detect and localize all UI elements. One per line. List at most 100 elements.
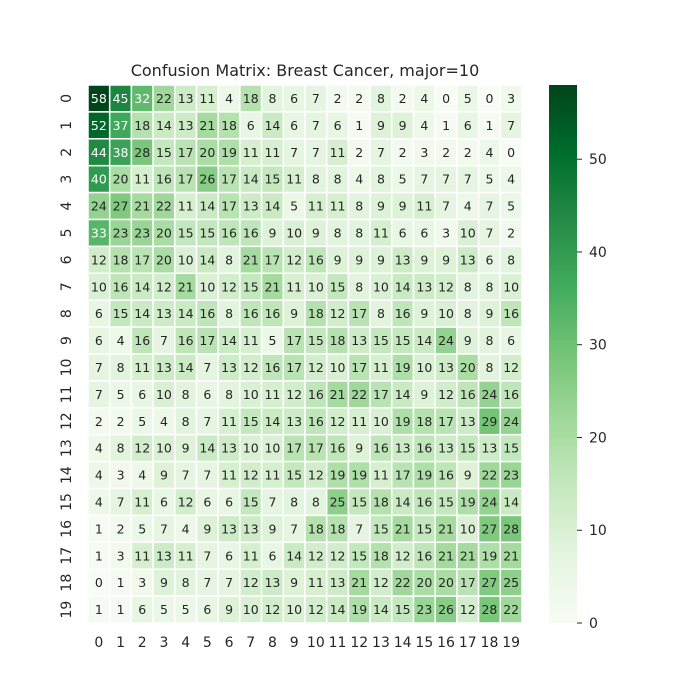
cell-value-label: 6 — [334, 118, 342, 133]
cell-value-label: 5 — [464, 91, 472, 106]
cell-value-label: 6 — [138, 387, 146, 402]
cell-value-label: 10 — [178, 252, 194, 267]
x-tick-label: 14 — [394, 635, 412, 651]
cell-value-label: 11 — [221, 468, 237, 483]
cell-value-label: 4 — [95, 468, 103, 483]
cell-value-label: 11 — [416, 199, 432, 214]
cell-value-label: 9 — [160, 575, 168, 590]
cell-value-label: 12 — [438, 387, 454, 402]
cell-value-label: 9 — [355, 252, 363, 267]
x-tick-label: 10 — [307, 635, 325, 651]
x-tick-label: 8 — [268, 635, 277, 651]
cell-value-label: 13 — [178, 91, 194, 106]
cell-value-label: 5 — [290, 199, 298, 214]
cell-value-label: 11 — [199, 91, 215, 106]
cell-value-label: 58 — [91, 91, 107, 106]
cell-value-label: 13 — [156, 360, 172, 375]
cell-value-label: 1 — [95, 602, 103, 617]
cell-value-label: 7 — [377, 145, 385, 160]
cell-value-label: 13 — [438, 441, 454, 456]
cell-value-label: 10 — [264, 441, 280, 456]
cell-value-label: 28 — [503, 521, 519, 536]
cell-value-label: 17 — [308, 441, 324, 456]
cell-value-label: 14 — [286, 548, 302, 563]
cell-value-label: 19 — [460, 494, 476, 509]
cell-value-label: 2 — [399, 145, 407, 160]
cell-value-label: 28 — [481, 602, 497, 617]
cell-value-label: 17 — [373, 387, 389, 402]
cell-value-label: 13 — [460, 252, 476, 267]
cell-value-label: 16 — [199, 306, 215, 321]
cell-value-label: 19 — [351, 602, 367, 617]
y-tick-label: 19 — [59, 601, 75, 619]
cell-value-label: 4 — [117, 333, 125, 348]
cell-value-label: 10 — [286, 225, 302, 240]
cell-value-label: 17 — [178, 172, 194, 187]
y-tick-label: 15 — [59, 493, 75, 511]
cell-value-label: 10 — [373, 279, 389, 294]
cell-value-label: 8 — [507, 252, 515, 267]
cell-value-label: 8 — [355, 199, 363, 214]
cell-value-label: 12 — [308, 602, 324, 617]
cell-value-label: 9 — [377, 252, 385, 267]
cell-value-label: 19 — [395, 360, 411, 375]
cell-value-label: 7 — [290, 145, 298, 160]
cell-value-label: 21 — [178, 279, 194, 294]
cell-value-label: 2 — [507, 225, 515, 240]
cell-value-label: 1 — [442, 118, 450, 133]
cell-value-label: 6 — [290, 118, 298, 133]
cell-value-label: 4 — [420, 91, 428, 106]
cell-value-label: 20 — [113, 172, 129, 187]
cell-value-label: 1 — [117, 575, 125, 590]
cell-value-label: 3 — [117, 548, 125, 563]
cell-value-label: 6 — [268, 548, 276, 563]
cell-value-label: 8 — [117, 360, 125, 375]
cell-value-label: 15 — [503, 441, 519, 456]
cell-value-label: 22 — [156, 199, 172, 214]
cell-value-label: 26 — [199, 172, 215, 187]
cell-value-label: 14 — [264, 199, 280, 214]
cell-value-label: 7 — [225, 575, 233, 590]
cell-value-label: 2 — [334, 91, 342, 106]
x-tick-label: 19 — [502, 635, 520, 651]
cell-value-label: 21 — [460, 548, 476, 563]
cell-value-label: 14 — [199, 252, 215, 267]
cell-value-label: 13 — [416, 279, 432, 294]
x-axis-ticks: 0 1 2 3 4 5 6 7 8 9 10 11 12 13 14 15 16 17 18 19 — [94, 635, 520, 651]
cell-value-label: 13 — [156, 306, 172, 321]
cell-value-label: 21 — [438, 548, 454, 563]
cell-value-label: 15 — [351, 548, 367, 563]
cell-value-label: 12 — [330, 414, 346, 429]
cell-value-label: 11 — [373, 225, 389, 240]
cell-value-label: 16 — [308, 252, 324, 267]
cell-value-label: 9 — [464, 333, 472, 348]
cell-value-label: 4 — [225, 91, 233, 106]
cell-value-label: 4 — [507, 172, 515, 187]
cell-value-label: 8 — [377, 306, 385, 321]
cell-value-label: 7 — [203, 468, 211, 483]
cell-value-label: 10 — [416, 360, 432, 375]
cell-value-label: 5 — [160, 602, 168, 617]
cell-value-label: 16 — [308, 387, 324, 402]
y-tick-label: 2 — [59, 148, 75, 157]
cell-value-label: 6 — [95, 306, 103, 321]
cell-value-label: 15 — [460, 441, 476, 456]
cell-value-label: 12 — [438, 279, 454, 294]
cell-value-label: 6 — [420, 225, 428, 240]
cell-value-label: 5 — [268, 333, 276, 348]
cell-value-label: 13 — [395, 441, 411, 456]
y-tick-label: 16 — [59, 520, 75, 538]
colorbar-tick-label: 0 — [589, 616, 598, 632]
cell-value-label: 11 — [308, 199, 324, 214]
cell-value-label: 13 — [481, 441, 497, 456]
y-tick-label: 9 — [59, 336, 75, 345]
cell-value-label: 16 — [503, 387, 519, 402]
cell-value-label: 24 — [481, 494, 497, 509]
cell-value-label: 7 — [355, 521, 363, 536]
cell-value-label: 11 — [178, 548, 194, 563]
cell-value-label: 13 — [330, 575, 346, 590]
cell-value-label: 9 — [203, 521, 211, 536]
cell-value-label: 14 — [199, 441, 215, 456]
colorbar-tick-label: 40 — [589, 245, 607, 261]
cell-value-label: 11 — [308, 575, 324, 590]
